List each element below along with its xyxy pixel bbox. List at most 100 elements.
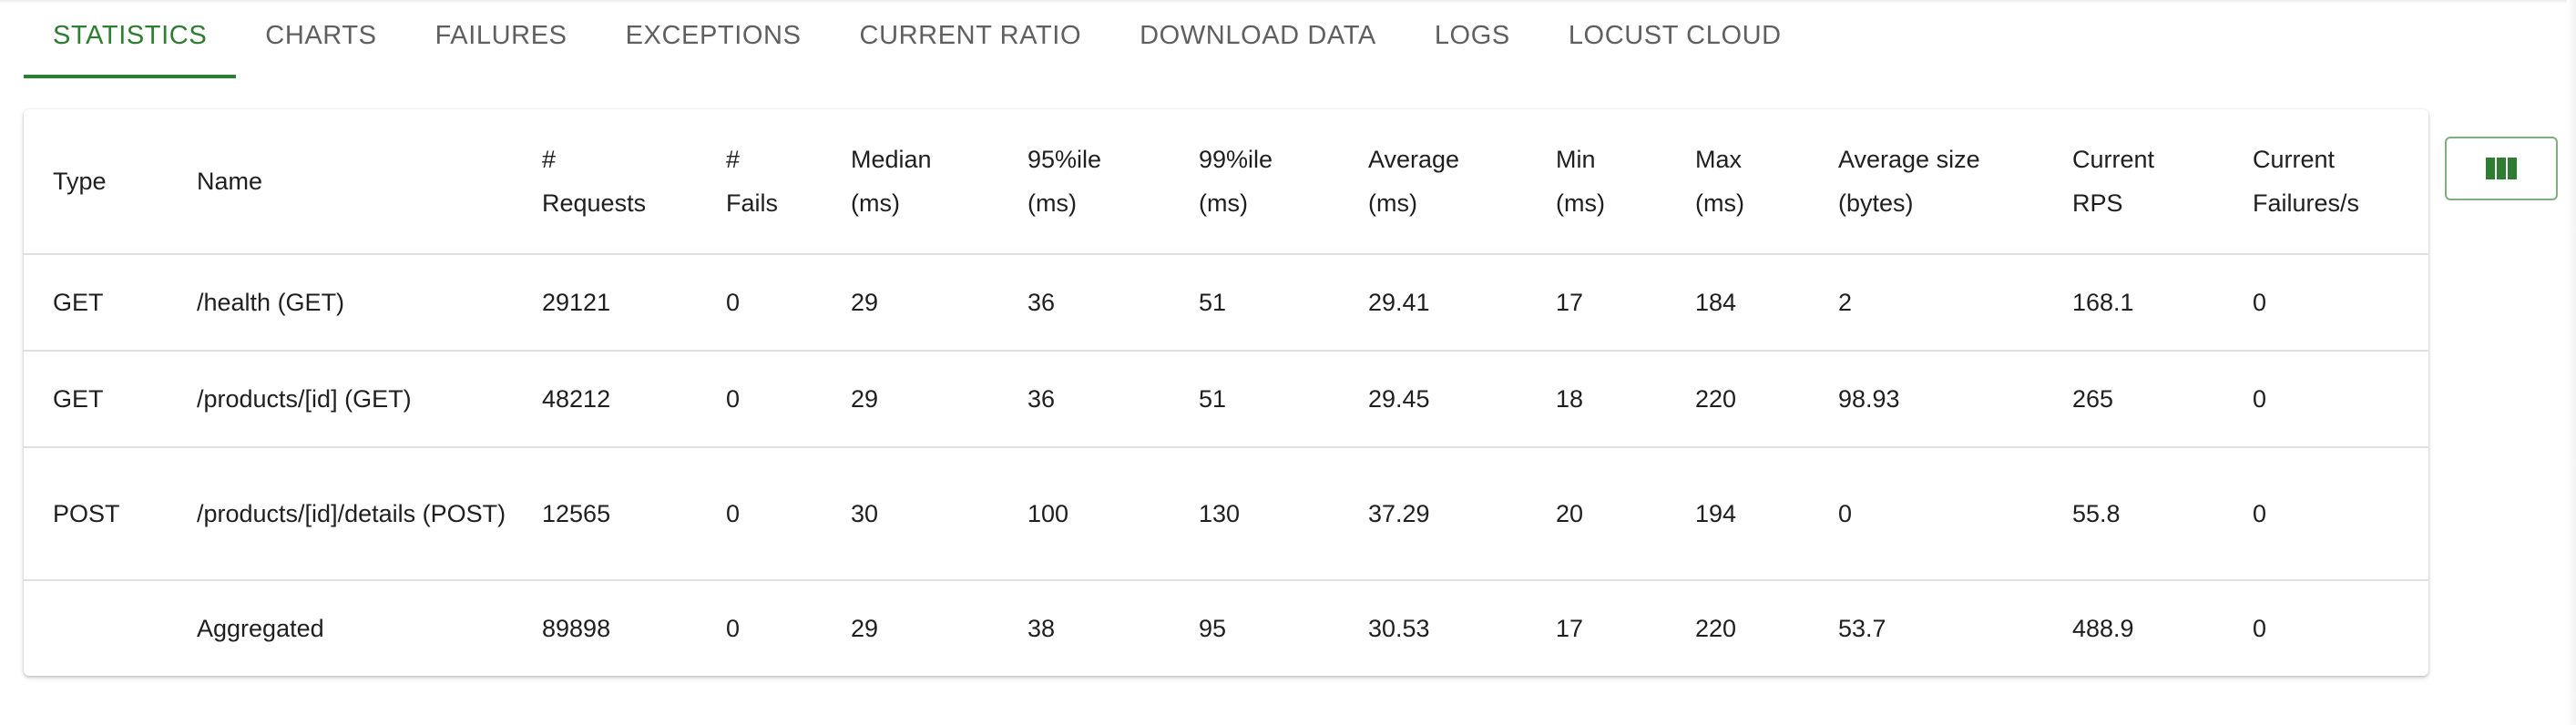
cell-median: 29 bbox=[851, 615, 879, 642]
cell-median: 30 bbox=[836, 447, 1013, 581]
column-selector-button[interactable] bbox=[2445, 137, 2558, 200]
tab-locust-cloud[interactable]: Locust Cloud bbox=[1568, 20, 1782, 50]
cell-min: 18 bbox=[1541, 351, 1681, 448]
column-header-max: Max (ms) bbox=[1681, 109, 1824, 255]
column-header-text: RPS bbox=[2072, 189, 2123, 217]
cell-current-failures: 0 bbox=[2238, 254, 2428, 352]
table-row: GET/health (GET) 29121 0 29 36 51 29.41 17 184 2 1… bbox=[24, 254, 2428, 352]
cell-p99: 95 bbox=[1199, 615, 1227, 642]
column-header-median: Median (ms) bbox=[836, 109, 1013, 255]
cell-p95: 100 bbox=[1013, 447, 1184, 581]
table-row: Aggregated 89898 0 29 38 95 30.53 17 220 53.7 488.… bbox=[24, 580, 2428, 676]
cell-current-failures: 0 bbox=[2238, 351, 2428, 448]
cell-requests: 48212 bbox=[527, 351, 711, 448]
tab-exceptions[interactable]: Exceptions bbox=[625, 20, 802, 50]
column-header-text: Type bbox=[53, 168, 107, 195]
cell-name: /products/[id]/details (POST) bbox=[182, 447, 527, 581]
column-header-text: Average bbox=[1368, 146, 1460, 173]
column-header-name: Name bbox=[182, 109, 527, 255]
column-header-text: Requests bbox=[542, 189, 647, 217]
column-header-text: (bytes) bbox=[1838, 189, 1914, 217]
column-header-text: (ms) bbox=[1695, 189, 1744, 217]
column-header-text: (ms) bbox=[1556, 189, 1605, 217]
column-header-text: Current bbox=[2072, 146, 2155, 173]
cell-p95: 38 bbox=[1027, 615, 1056, 642]
column-header-p99: 99%ile (ms) bbox=[1184, 109, 1354, 255]
cell-avg-size: 2 bbox=[1824, 254, 2058, 352]
cell-min: 17 bbox=[1541, 254, 1681, 352]
cell-current-failures: 0 bbox=[2253, 615, 2267, 642]
cell-max: 194 bbox=[1681, 447, 1824, 581]
cell-p99: 51 bbox=[1184, 254, 1354, 352]
column-header-requests: # Requests bbox=[527, 109, 711, 255]
cell-type: POST bbox=[24, 447, 182, 581]
cell-avg-size: 98.93 bbox=[1824, 351, 2058, 448]
cell-fails: 0 bbox=[711, 447, 836, 581]
cell-requests: 29121 bbox=[527, 254, 711, 352]
column-header-current-rps: Current RPS bbox=[2058, 109, 2238, 255]
tab-charts[interactable]: Charts bbox=[265, 20, 377, 50]
cell-min: 20 bbox=[1541, 447, 1681, 581]
cell-max: 220 bbox=[1695, 615, 1737, 642]
view-column-icon bbox=[2486, 158, 2517, 179]
app-bar-shadow bbox=[0, 0, 2576, 4]
page-edge-shade bbox=[2567, 0, 2576, 725]
column-header-text: (ms) bbox=[851, 189, 900, 217]
table-row: GET/products/[id] (GET) 48212 0 29 36 51 29.45… bbox=[24, 351, 2428, 448]
cell-max: 220 bbox=[1681, 351, 1824, 448]
statistics-table: Type Name # Requests # Fails Median (ms) 95%ile (… bbox=[24, 109, 2428, 676]
cell-avg-size: 53.7 bbox=[1838, 615, 1886, 642]
cell-type: GET bbox=[24, 351, 182, 448]
column-header-text: Name bbox=[197, 168, 263, 195]
cell-average: 29.45 bbox=[1354, 351, 1541, 448]
column-header-text: Fails bbox=[726, 189, 779, 217]
table-body: GET/health (GET) 29121 0 29 36 51 29.41 17 184 2 1… bbox=[24, 254, 2428, 676]
column-header-text: 99%ile bbox=[1199, 146, 1273, 173]
column-header-text: 95%ile bbox=[1027, 146, 1102, 173]
tab-failures[interactable]: Failures bbox=[434, 20, 567, 50]
statistics-table-card: Type Name # Requests # Fails Median (ms) 95%ile (… bbox=[24, 109, 2428, 676]
column-header-text: (ms) bbox=[1027, 189, 1077, 217]
column-header-text: (ms) bbox=[1368, 189, 1417, 217]
cell-median: 29 bbox=[836, 254, 1013, 352]
column-header-text: Max bbox=[1695, 146, 1743, 173]
cell-fails: 0 bbox=[726, 615, 741, 642]
column-header-fails: # Fails bbox=[711, 109, 836, 255]
cell-name: /health (GET) bbox=[182, 254, 527, 352]
column-header-p95: 95%ile (ms) bbox=[1013, 109, 1184, 255]
tab-current-ratio[interactable]: Current Ratio bbox=[859, 20, 1082, 50]
table-header-row: Type Name # Requests # Fails Median (ms) 95%ile (… bbox=[24, 109, 2428, 255]
cell-average: 37.29 bbox=[1354, 447, 1541, 581]
cell-current-rps: 168.1 bbox=[2058, 254, 2238, 352]
table-row: POST/products/[id]/details (POST) 12565 0 3… bbox=[24, 447, 2428, 581]
column-header-text: # bbox=[726, 146, 741, 173]
cell-current-rps: 55.8 bbox=[2058, 447, 2238, 581]
cell-current-rps: 265 bbox=[2058, 351, 2238, 448]
column-header-avg-size: Average size (bytes) bbox=[1824, 109, 2058, 255]
cell-min: 17 bbox=[1556, 615, 1584, 642]
cell-p99: 51 bbox=[1184, 351, 1354, 448]
cell-max: 184 bbox=[1681, 254, 1824, 352]
column-header-text: (ms) bbox=[1199, 189, 1248, 217]
cell-type bbox=[24, 580, 182, 676]
tab-download-data[interactable]: Download Data bbox=[1140, 20, 1376, 50]
cell-current-rps: 488.9 bbox=[2072, 615, 2134, 642]
cell-p95: 36 bbox=[1013, 351, 1184, 448]
cell-type: GET bbox=[24, 254, 182, 352]
cell-fails: 0 bbox=[711, 351, 836, 448]
cell-p95: 36 bbox=[1013, 254, 1184, 352]
column-header-text: Median bbox=[851, 146, 932, 173]
cell-median: 29 bbox=[836, 351, 1013, 448]
column-header-text: Failures/s bbox=[2253, 189, 2360, 217]
tab-logs[interactable]: Logs bbox=[1434, 20, 1510, 50]
cell-name: Aggregated bbox=[197, 615, 324, 642]
tab-statistics[interactable]: Statistics bbox=[24, 0, 237, 78]
cell-requests: 89898 bbox=[542, 615, 611, 642]
cell-average: 30.53 bbox=[1368, 615, 1430, 642]
cell-current-failures: 0 bbox=[2238, 447, 2428, 581]
cell-avg-size: 0 bbox=[1824, 447, 2058, 581]
column-header-min: Min (ms) bbox=[1541, 109, 1681, 255]
column-header-text: Average size bbox=[1838, 146, 1980, 173]
column-header-text: Current bbox=[2253, 146, 2336, 173]
